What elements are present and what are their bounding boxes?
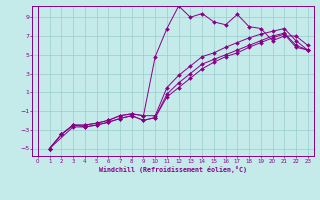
X-axis label: Windchill (Refroidissement éolien,°C): Windchill (Refroidissement éolien,°C) <box>99 166 247 173</box>
